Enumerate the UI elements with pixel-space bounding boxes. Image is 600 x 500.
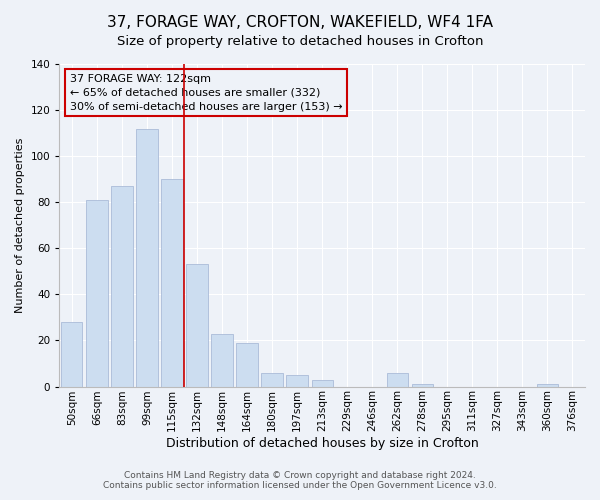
Bar (61, 322, 82, 386)
Bar (286, 375, 308, 386)
Bar (86, 200, 107, 386)
Bar (311, 380, 333, 386)
Y-axis label: Number of detached properties: Number of detached properties (15, 138, 25, 313)
Bar (187, 264, 208, 386)
Bar (386, 372, 408, 386)
Bar (236, 343, 258, 386)
Bar (211, 334, 233, 386)
Bar (262, 372, 283, 386)
Bar (412, 384, 433, 386)
Text: 37 FORAGE WAY: 122sqm
← 65% of detached houses are smaller (332)
30% of semi-det: 37 FORAGE WAY: 122sqm ← 65% of detached … (70, 74, 343, 112)
Text: Contains HM Land Registry data © Crown copyright and database right 2024.
Contai: Contains HM Land Registry data © Crown c… (103, 470, 497, 490)
Bar (537, 384, 558, 386)
X-axis label: Distribution of detached houses by size in Crofton: Distribution of detached houses by size … (166, 437, 479, 450)
Bar (136, 128, 158, 386)
Text: Size of property relative to detached houses in Crofton: Size of property relative to detached ho… (117, 35, 483, 48)
Bar (111, 186, 133, 386)
Text: 37, FORAGE WAY, CROFTON, WAKEFIELD, WF4 1FA: 37, FORAGE WAY, CROFTON, WAKEFIELD, WF4 … (107, 15, 493, 30)
Bar (161, 179, 182, 386)
